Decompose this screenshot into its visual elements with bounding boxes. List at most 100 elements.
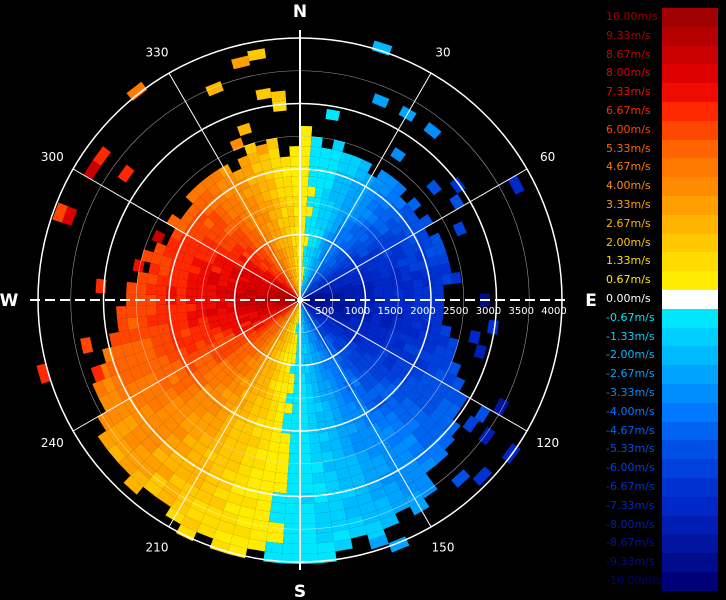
velocity-cell	[306, 322, 312, 333]
velocity-cell	[393, 389, 408, 404]
velocity-cell	[309, 268, 316, 279]
velocity-cell	[384, 335, 397, 346]
velocity-cell	[207, 376, 221, 390]
velocity-cell	[472, 466, 493, 486]
velocity-cell	[407, 196, 422, 212]
velocity-cell	[237, 280, 249, 287]
cardinal-west: W	[0, 291, 19, 311]
velocity-cell	[288, 322, 294, 333]
velocity-cell	[340, 257, 351, 267]
velocity-cell	[281, 308, 290, 317]
velocity-cell	[356, 449, 371, 464]
velocity-cell	[313, 294, 324, 298]
velocity-cell	[287, 256, 293, 268]
velocity-cell	[311, 237, 318, 249]
velocity-cell	[336, 467, 351, 480]
velocity-cell	[259, 312, 270, 320]
velocity-cell	[290, 302, 298, 311]
velocity-cell	[176, 303, 187, 313]
velocity-cell	[255, 266, 266, 276]
velocity-cell	[270, 90, 287, 102]
velocity-cell	[209, 416, 224, 431]
velocity-cell	[213, 382, 227, 395]
velocity-cell	[118, 456, 138, 476]
velocity-cell	[227, 392, 240, 406]
velocity-cell	[180, 211, 195, 226]
colorbar-row: -6.00m/s	[606, 459, 718, 479]
velocity-cell	[280, 285, 289, 293]
velocity-cell	[238, 376, 251, 389]
velocity-cell	[332, 305, 344, 311]
velocity-cell	[266, 291, 277, 296]
velocity-cell	[315, 217, 324, 229]
velocity-cell	[349, 155, 363, 169]
colorbar-label: 10.00m/s	[606, 10, 658, 23]
velocity-cell	[297, 303, 300, 314]
velocity-cell	[246, 301, 257, 306]
velocity-cell	[372, 285, 384, 293]
velocity-cell	[257, 286, 268, 292]
colorbar-label: 8.00m/s	[606, 66, 651, 80]
velocity-cell	[334, 214, 345, 226]
velocity-cell	[108, 331, 122, 347]
colorbar-row: 2.67m/s	[606, 214, 718, 234]
velocity-cell	[216, 291, 227, 298]
velocity-cell	[255, 214, 266, 226]
velocity-cell	[361, 379, 374, 393]
velocity-cell	[346, 515, 365, 529]
colorbar-row: 8.00m/s	[606, 64, 718, 84]
velocity-cell	[220, 322, 232, 332]
velocity-cell	[196, 309, 208, 319]
velocity-cell	[340, 279, 352, 287]
velocity-cell	[366, 212, 380, 226]
velocity-cell	[346, 186, 359, 200]
velocity-cell	[398, 238, 412, 251]
velocity-cell	[188, 425, 204, 441]
velocity-cell	[229, 137, 245, 152]
colorbar-row: 0.00m/s	[606, 290, 718, 309]
velocity-cell	[300, 523, 317, 534]
velocity-cell	[312, 305, 323, 311]
velocity-cell	[317, 250, 326, 262]
velocity-cell	[396, 332, 409, 343]
velocity-cell	[330, 365, 340, 377]
velocity-cell	[372, 307, 384, 315]
velocity-cell	[291, 288, 298, 297]
velocity-cell	[292, 196, 300, 207]
velocity-cell	[277, 304, 288, 309]
velocity-cell	[279, 259, 287, 270]
velocity-cell	[382, 480, 401, 496]
velocity-cell	[427, 332, 440, 345]
velocity-cell	[341, 283, 353, 290]
velocity-cell	[187, 272, 200, 282]
velocity-cell	[348, 320, 360, 329]
velocity-cell	[322, 460, 337, 473]
velocity-cell	[225, 351, 238, 363]
velocity-cell	[263, 319, 274, 328]
velocity-cell	[282, 237, 289, 249]
velocity-cell	[322, 287, 333, 293]
velocity-cell	[334, 324, 345, 334]
velocity-cell	[286, 294, 297, 299]
velocity-cell	[381, 341, 394, 352]
colorbar-row: -4.67m/s	[606, 421, 718, 441]
velocity-cell	[246, 391, 258, 405]
velocity-cell	[369, 342, 382, 353]
velocity-cell	[229, 534, 250, 549]
velocity-cell	[220, 374, 234, 388]
velocity-cell	[339, 316, 351, 324]
velocity-cell	[422, 276, 434, 288]
velocity-cell	[266, 300, 277, 304]
velocity-cell	[146, 305, 157, 317]
colorbar-swatch	[662, 158, 718, 178]
velocity-cell	[225, 458, 241, 473]
velocity-cell	[433, 284, 444, 296]
velocity-cell	[153, 344, 167, 358]
velocity-cell	[300, 383, 307, 394]
velocity-cell	[287, 293, 297, 299]
range-label: 3000	[476, 306, 501, 317]
velocity-cell	[317, 380, 326, 392]
velocity-cell	[241, 164, 255, 178]
velocity-cell	[199, 480, 218, 496]
velocity-cell	[90, 364, 106, 383]
